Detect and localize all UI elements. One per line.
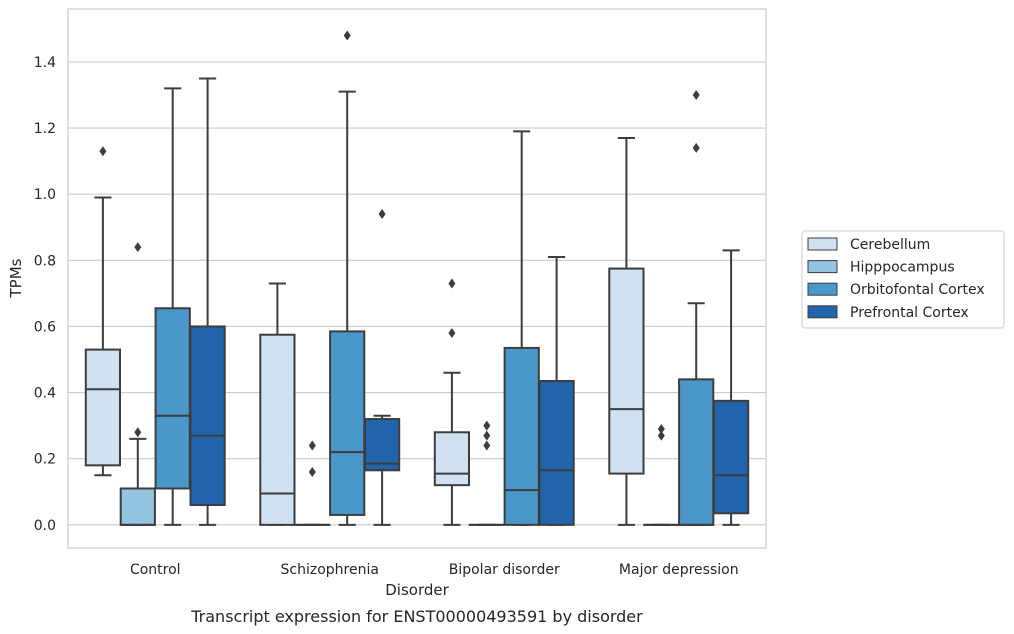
outlier-point [378,209,386,220]
box-iqr [329,330,366,516]
box-control [119,242,156,526]
series-orbitofontal-cortex [154,30,715,526]
box-iqr [259,333,296,526]
outlier-point [483,440,491,451]
y-axis-label: TPMs [7,258,25,298]
legend-swatch [807,305,838,319]
box-control [189,77,226,526]
box-bipolar-disorder [468,420,505,526]
outlier-point [657,430,665,441]
outlier-point [657,423,665,434]
box-iqr [363,418,401,472]
box-schizophrenia [259,282,296,526]
series-cerebellum [84,136,645,526]
outlier-point [343,30,351,41]
outlier-point [692,89,700,100]
box-major-depression [608,136,645,526]
series-hipppocampus [119,242,680,526]
series-prefrontal-cortex [189,77,750,526]
box-control [154,87,191,526]
legend-label: Prefrontal Cortex [850,305,969,321]
box-iqr [119,487,156,526]
outlier-point [134,242,142,253]
legend: Cerebellum Hipppocampus Orbitofontal Corte… [801,230,1005,329]
box-schizophrenia [363,209,401,526]
outlier-point [308,466,316,477]
legend-label: Orbitofontal Cortex [850,282,985,298]
box-control [84,146,122,477]
box-iqr [608,267,645,475]
y-tick-label: 1.0 [34,187,56,203]
box-iqr [678,378,715,526]
outlier-point [483,420,491,431]
legend-frame [801,230,1005,329]
legend-label: Hipppocampus [850,260,955,276]
x-tick-label: Major depression [619,562,739,578]
outlier-point [448,278,456,289]
legend-swatch [807,282,838,296]
x-tick-label: Bipolar disorder [449,562,560,578]
box-bipolar-disorder [538,256,575,526]
y-tick-label: 1.2 [34,121,56,137]
box-iqr [154,307,191,490]
box-major-depression [712,249,750,526]
outlier-point [692,142,700,153]
box-iqr [189,325,226,507]
x-axis-ticks: Control Schizophrenia Bipolar disorder Majo… [130,562,739,578]
y-axis-ticks: 0.0 0.2 0.4 0.6 0.8 1.0 1.2 1.4 [34,55,56,534]
outlier-point [134,427,142,438]
y-tick-label: 0.0 [34,518,56,534]
x-tick-label: Control [130,562,181,578]
box-bipolar-disorder [503,130,540,526]
y-tick-label: 0.8 [34,253,56,269]
y-tick-label: 1.4 [34,55,56,71]
box-iqr [84,348,122,467]
outlier-point [308,440,316,451]
box-schizophrenia [294,440,331,526]
legend-swatch [807,237,838,251]
box-iqr [712,399,750,515]
outlier-point [99,146,107,157]
box-schizophrenia [329,30,366,526]
outlier-point [483,430,491,441]
x-tick-label: Schizophrenia [281,562,379,578]
chart-caption: Transcript expression for ENST0000049359… [190,607,643,626]
legend-swatch [807,260,838,274]
box-series [84,30,750,526]
box-iqr [538,380,575,526]
box-bipolar-disorder [433,278,471,526]
box-iqr [433,431,471,487]
legend-label: Cerebellum [850,237,930,253]
x-axis-label: Disorder [385,581,449,599]
y-tick-label: 0.6 [34,319,56,335]
box-major-depression [643,423,680,526]
outlier-point [448,328,456,339]
y-tick-label: 0.4 [34,386,56,402]
y-tick-label: 0.2 [34,452,56,468]
box-major-depression [678,89,715,526]
box-iqr [503,346,540,526]
